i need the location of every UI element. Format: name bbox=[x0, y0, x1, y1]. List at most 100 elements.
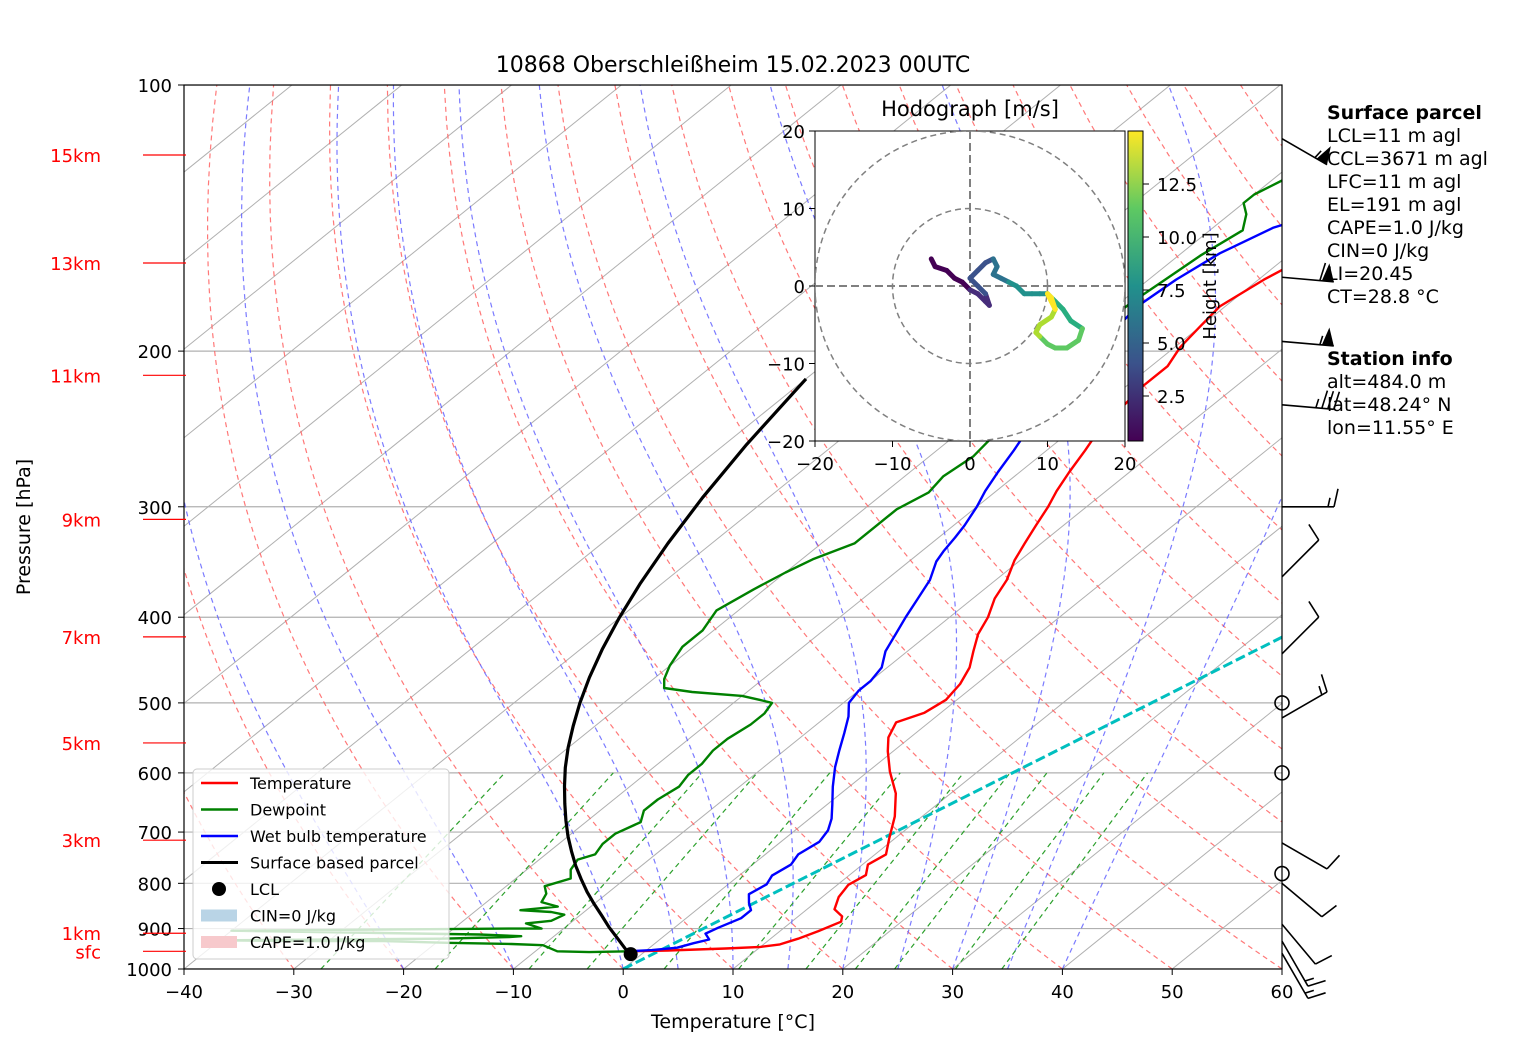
x-tick-label: 40 bbox=[1051, 982, 1074, 1003]
y-tick-label: 400 bbox=[138, 608, 172, 629]
mixing-ratio-line bbox=[955, 773, 1104, 969]
barb-staff bbox=[1282, 924, 1315, 964]
hodo-x-tick-label: −20 bbox=[796, 454, 834, 475]
parcel-ct: CT=28.8 °C bbox=[1327, 286, 1488, 309]
barb-staff bbox=[1282, 883, 1322, 916]
station-info-panel: Station info alt=484.0 m lat=48.24° N lo… bbox=[1327, 348, 1454, 440]
wind-barb bbox=[1282, 489, 1338, 507]
mixing-ratio-line bbox=[435, 773, 613, 969]
y-tick-label: 300 bbox=[138, 498, 172, 519]
height-label: 15km bbox=[50, 146, 101, 167]
barb-full bbox=[1315, 953, 1331, 968]
parcel-li: LI=20.45 bbox=[1327, 263, 1488, 286]
barb-full bbox=[1327, 853, 1339, 871]
y-tick-label: 200 bbox=[138, 342, 172, 363]
station-alt: alt=484.0 m bbox=[1327, 371, 1454, 394]
parcel-ccl: CCL=3671 m agl bbox=[1327, 148, 1488, 171]
y-tick-label: 900 bbox=[138, 920, 172, 941]
barb-full bbox=[1334, 489, 1338, 507]
colorbar-tick-label: 12.5 bbox=[1157, 175, 1197, 196]
wind-barb bbox=[1282, 932, 1326, 989]
lcl-marker bbox=[624, 947, 638, 961]
y-axis-label: Pressure [hPa] bbox=[13, 459, 35, 595]
barb-full bbox=[1306, 524, 1322, 540]
x-tick-label: 0 bbox=[617, 982, 628, 1003]
x-axis-ticks: −40 −30 −20 −10 0 10 20 30 40 50 60 bbox=[165, 969, 1293, 1003]
x-tick-label: −40 bbox=[165, 982, 203, 1003]
x-tick-label: −20 bbox=[385, 982, 423, 1003]
barb-staff bbox=[1282, 941, 1308, 986]
hodo-y-tick-label: 20 bbox=[782, 122, 805, 143]
height-label: 3km bbox=[62, 831, 101, 852]
colorbar-tick-label: 2.5 bbox=[1157, 387, 1186, 408]
x-tick-label: 30 bbox=[941, 982, 964, 1003]
colorbar-tick-label: 7.5 bbox=[1157, 281, 1186, 302]
surface-based-parcel-line bbox=[565, 379, 807, 953]
height-label: 13km bbox=[50, 254, 101, 275]
height-label: 7km bbox=[62, 628, 101, 649]
x-tick-label: −10 bbox=[494, 982, 532, 1003]
height-label: 11km bbox=[50, 366, 101, 387]
legend-label: Wet bulb temperature bbox=[250, 827, 427, 846]
x-tick-label: 10 bbox=[722, 982, 745, 1003]
parcel-cin: CIN=0 J/kg bbox=[1327, 240, 1488, 263]
colorbar-label: Height [km] bbox=[1200, 232, 1221, 339]
hodo-y-tick-label: −20 bbox=[767, 432, 805, 453]
hodo-y-tick-label: 10 bbox=[782, 200, 805, 221]
height-label: 9km bbox=[62, 510, 101, 531]
hodo-x-tick-label: 0 bbox=[964, 454, 975, 475]
station-lat: lat=48.24° N bbox=[1327, 394, 1454, 417]
legend-swatch-patch bbox=[201, 910, 237, 922]
moist-adiabat-line bbox=[539, 85, 793, 969]
y-tick-label: 1000 bbox=[126, 960, 172, 981]
height-label: 5km bbox=[62, 734, 101, 755]
wind-barb bbox=[1282, 913, 1332, 967]
barb-half bbox=[1316, 399, 1319, 408]
x-tick-label: 60 bbox=[1271, 982, 1294, 1003]
hodograph-title: Hodograph [m/s] bbox=[881, 97, 1059, 121]
hodo-x-tick-label: −10 bbox=[874, 454, 912, 475]
legend-label: CIN=0 J/kg bbox=[250, 907, 336, 926]
colorbar-tick-label: 10.0 bbox=[1157, 228, 1197, 249]
legend-label: CAPE=1.0 J/kg bbox=[250, 933, 365, 952]
legend-swatch-dot bbox=[212, 882, 226, 896]
barb-staff bbox=[1282, 617, 1319, 654]
x-tick-label: −30 bbox=[275, 982, 313, 1003]
y-tick-label: 700 bbox=[138, 823, 172, 844]
barb-full bbox=[1306, 601, 1322, 617]
surface-parcel-heading: Surface parcel bbox=[1327, 102, 1488, 125]
colorbar-tick-label: 5.0 bbox=[1157, 334, 1186, 355]
wind-barb bbox=[1282, 827, 1339, 871]
parcel-cape: CAPE=1.0 J/kg bbox=[1327, 217, 1488, 240]
hodo-x-tick-label: 10 bbox=[1036, 454, 1059, 475]
legend-label: LCL bbox=[250, 880, 279, 899]
mixing-ratio-line bbox=[664, 773, 830, 969]
x-axis-label: Temperature [°C] bbox=[650, 1011, 815, 1033]
colorbar-ticks: 12.5 10.0 7.5 5.0 2.5 bbox=[1143, 175, 1197, 408]
hodograph-frame bbox=[815, 131, 1125, 441]
barb-half bbox=[1320, 336, 1323, 345]
station-lon: lon=11.55° E bbox=[1327, 417, 1454, 440]
moist-adiabat-line bbox=[459, 85, 733, 969]
y-tick-label: 800 bbox=[138, 874, 172, 895]
legend-label: Surface based parcel bbox=[250, 854, 419, 873]
y-tick-label: 100 bbox=[138, 76, 172, 97]
y-tick-label: 500 bbox=[138, 694, 172, 715]
surface-parcel-panel: Surface parcel LCL=11 m agl CCL=3671 m a… bbox=[1327, 102, 1488, 309]
barb-staff bbox=[1282, 540, 1319, 577]
dry-adiabat-line bbox=[387, 85, 842, 969]
mixing-ratio-line bbox=[587, 773, 757, 969]
barb-full bbox=[1322, 903, 1337, 919]
barb-half bbox=[1328, 498, 1330, 507]
wind-barb bbox=[1282, 323, 1335, 345]
barb-pennant bbox=[1322, 327, 1336, 346]
x-tick-label: 50 bbox=[1161, 982, 1184, 1003]
station-info-heading: Station info bbox=[1327, 348, 1454, 371]
x-tick-label: 20 bbox=[831, 982, 854, 1003]
parcel-lfc: LFC=11 m agl bbox=[1327, 171, 1488, 194]
wind-barb bbox=[1282, 870, 1336, 920]
legend-swatch-patch bbox=[201, 936, 237, 948]
